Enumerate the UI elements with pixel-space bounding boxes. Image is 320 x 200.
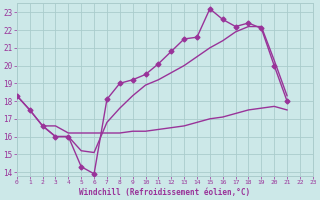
X-axis label: Windchill (Refroidissement éolien,°C): Windchill (Refroidissement éolien,°C) (79, 188, 250, 197)
